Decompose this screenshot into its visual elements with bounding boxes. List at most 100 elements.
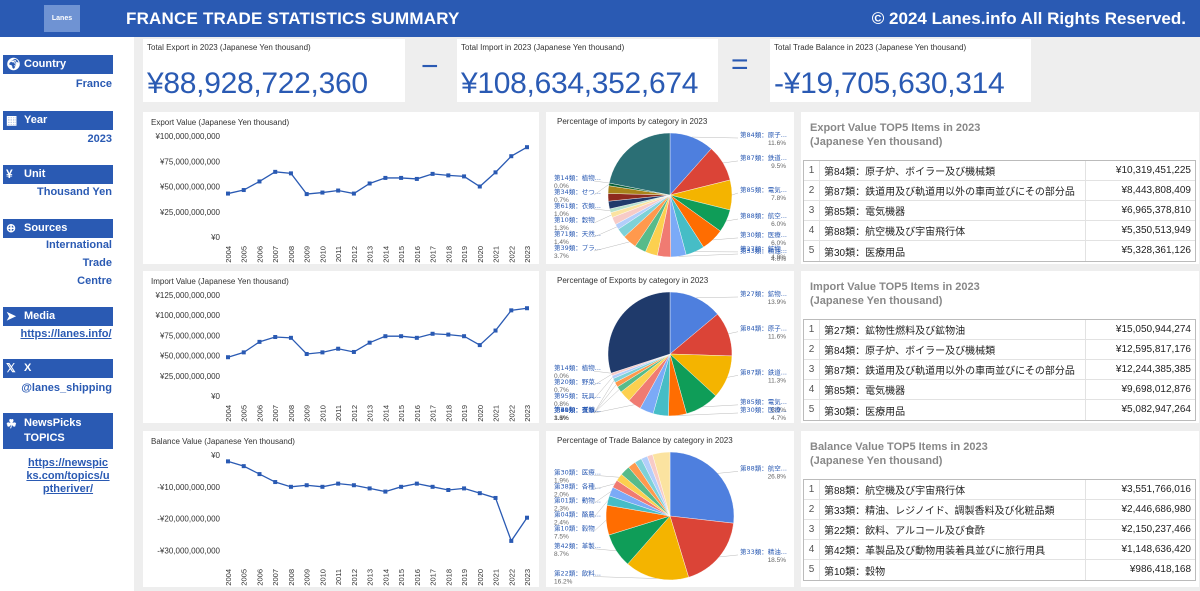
data-point[interactable] — [336, 188, 341, 193]
data-point[interactable] — [351, 483, 356, 488]
slice-pct-label: 0.7% — [554, 387, 569, 394]
data-point[interactable] — [383, 334, 388, 339]
data-point[interactable] — [446, 488, 451, 492]
data-point[interactable] — [320, 484, 325, 489]
slice-label: 第88類：航空... — [740, 211, 787, 220]
pie-slice[interactable] — [669, 291, 718, 355]
data-point[interactable] — [525, 515, 529, 520]
data-point[interactable] — [430, 484, 435, 489]
rank-cell: 2 — [804, 339, 820, 360]
table-row[interactable]: 3 第85類：電気機器 ¥6,965,378,810 — [804, 200, 1195, 221]
x-handle-link[interactable]: @lanes_shipping — [21, 382, 112, 394]
data-point[interactable] — [273, 335, 278, 340]
data-point[interactable] — [273, 169, 278, 174]
table-row[interactable]: 1 第27類：鉱物性燃料及び鉱物油 ¥15,050,944,274 — [804, 319, 1195, 340]
data-point[interactable] — [226, 191, 230, 196]
data-point[interactable] — [477, 184, 482, 189]
data-point[interactable] — [241, 464, 246, 469]
data-point[interactable] — [226, 459, 230, 464]
data-point[interactable] — [367, 181, 372, 186]
data-point[interactable] — [477, 343, 482, 348]
data-point[interactable] — [446, 173, 451, 178]
pie-slice[interactable] — [608, 132, 671, 196]
x-tick-label: 2007 — [271, 246, 280, 263]
table-row[interactable]: 4 第88類：航空機及び宇宙飛行体 ¥5,350,513,949 — [804, 220, 1195, 241]
data-point[interactable] — [430, 171, 435, 176]
data-point[interactable] — [304, 351, 309, 356]
data-point[interactable] — [383, 175, 388, 180]
table-row[interactable]: 2 第84類：原子炉、ボイラー及び機械類 ¥12,595,817,176 — [804, 339, 1195, 360]
data-point[interactable] — [477, 491, 482, 496]
data-point[interactable] — [304, 192, 309, 197]
data-point[interactable] — [399, 484, 404, 489]
data-point[interactable] — [304, 483, 309, 488]
data-point[interactable] — [336, 346, 341, 351]
data-point[interactable] — [241, 350, 246, 355]
newspicks-link-line-3[interactable]: ptheriver/ — [42, 483, 94, 495]
data-point[interactable] — [336, 481, 341, 486]
data-point[interactable] — [493, 170, 498, 175]
slice-leader-line — [593, 483, 615, 490]
data-point[interactable] — [525, 145, 529, 150]
pie-slice[interactable] — [607, 291, 671, 374]
data-point[interactable] — [525, 306, 529, 311]
data-point[interactable] — [288, 335, 293, 340]
table-row[interactable]: 5 第10類：穀物 ¥986,418,168 — [804, 560, 1195, 580]
data-point[interactable] — [257, 179, 262, 184]
balance-line-chart-svg: ¥0 -¥10,000,000,000 -¥20,000,000,000 -¥30,0… — [157, 451, 532, 586]
data-point[interactable] — [320, 350, 325, 355]
data-point[interactable] — [383, 489, 388, 494]
data-point[interactable] — [351, 191, 356, 196]
data-point[interactable] — [399, 334, 404, 339]
table-row[interactable]: 5 第30類：医療用品 ¥5,082,947,264 — [804, 400, 1195, 420]
data-point[interactable] — [430, 331, 435, 336]
data-point[interactable] — [273, 480, 278, 485]
data-point[interactable] — [414, 481, 419, 486]
x-tick-label: 2008 — [287, 569, 296, 586]
data-point[interactable] — [509, 154, 514, 159]
value-cell: ¥6,965,378,810 — [1085, 200, 1195, 221]
pie-slice[interactable] — [652, 451, 671, 517]
data-point[interactable] — [446, 332, 451, 337]
data-point[interactable] — [462, 334, 467, 339]
data-point[interactable] — [257, 472, 262, 477]
newspicks-link-line-2[interactable]: ks.com/topics/u — [26, 470, 110, 482]
data-point[interactable] — [367, 340, 372, 345]
data-point[interactable] — [414, 176, 419, 181]
table-row[interactable]: 5 第30類：医療用品 ¥5,328,361,126 — [804, 241, 1195, 261]
data-point[interactable] — [509, 308, 514, 313]
data-point[interactable] — [241, 188, 246, 193]
data-point[interactable] — [226, 355, 230, 360]
table-row[interactable]: 3 第87類：鉄道用及び軌道用以外の車両並びにその部分品 ¥12,244,385,3… — [804, 359, 1195, 380]
table-row[interactable]: 2 第33類：精油、レジノイド、調製香料及び化粧品類 ¥2,446,686,980 — [804, 499, 1195, 520]
table-row[interactable]: 1 第84類：原子炉、ボイラー及び機械類 ¥10,319,451,225 — [804, 160, 1195, 181]
table-row[interactable]: 1 第88類：航空機及び宇宙飛行体 ¥3,551,766,016 — [804, 479, 1195, 500]
table-row[interactable]: 3 第22類：飲料、アルコール及び食酢 ¥2,150,237,466 — [804, 519, 1195, 540]
x-tick-label: 2013 — [366, 246, 375, 263]
slice-label: 第04類：酪農... — [554, 509, 601, 518]
data-point[interactable] — [367, 486, 372, 491]
data-point[interactable] — [288, 171, 293, 176]
data-point[interactable] — [462, 486, 467, 491]
data-point[interactable] — [493, 495, 498, 500]
data-point[interactable] — [493, 328, 498, 333]
slice-leader-line — [593, 208, 611, 212]
data-point[interactable] — [509, 538, 514, 543]
data-point[interactable] — [320, 190, 325, 195]
media-link[interactable]: https://lanes.info/ — [20, 328, 112, 340]
data-point[interactable] — [257, 339, 262, 344]
data-point[interactable] — [414, 335, 419, 340]
pie-slice[interactable] — [669, 451, 735, 524]
table-row[interactable]: 4 第42類：革製品及び動物用装着具並びに旅行用具 ¥1,148,636,420 — [804, 539, 1195, 560]
data-point[interactable] — [351, 349, 356, 354]
import-top5-title: Import Value TOP5 Items in 2023 (Japanes… — [810, 280, 980, 308]
table-row[interactable]: 2 第87類：鉄道用及び軌道用以外の車両並びにその部分品 ¥8,443,808,40… — [804, 180, 1195, 201]
data-point[interactable] — [288, 484, 293, 489]
pie-slice[interactable] — [669, 515, 734, 578]
newspicks-link-line-1[interactable]: https://newspic — [27, 457, 109, 469]
data-point[interactable] — [399, 175, 404, 180]
data-point[interactable] — [462, 174, 467, 179]
table-row[interactable]: 4 第85類：電気機器 ¥9,698,012,876 — [804, 379, 1195, 400]
lanes-logo[interactable]: Lanes — [44, 5, 80, 32]
slice-pct-label: 1.6% — [554, 415, 569, 422]
